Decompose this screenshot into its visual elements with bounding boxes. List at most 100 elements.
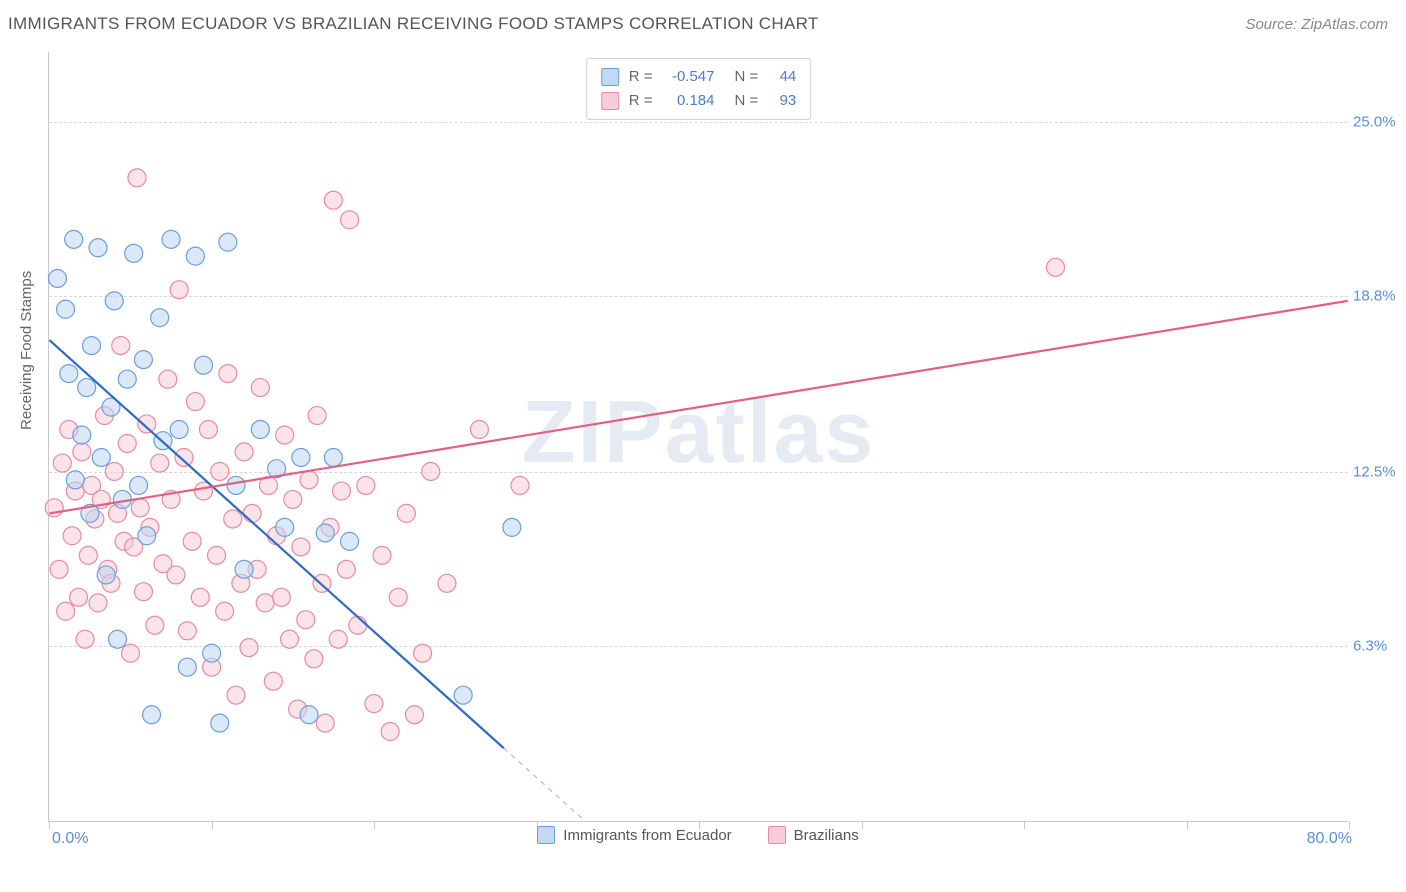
scatter-point-brazilians [183,532,201,550]
scatter-point-ecuador [454,686,472,704]
scatter-point-ecuador [134,351,152,369]
scatter-point-brazilians [50,560,68,578]
scatter-point-brazilians [297,611,315,629]
scatter-point-ecuador [57,300,75,318]
legend-row: R = 0.184 N = 93 [601,89,797,113]
scatter-point-brazilians [208,546,226,564]
y-tick-label: 6.3% [1353,637,1403,654]
scatter-point-brazilians [337,560,355,578]
scatter-point-brazilians [300,471,318,489]
legend-swatch [601,92,619,110]
scatter-point-brazilians [235,443,253,461]
y-tick-label: 25.0% [1353,114,1403,131]
scatter-point-brazilians [224,510,242,528]
legend-row: R =-0.547N =44 [601,65,797,89]
scatter-point-ecuador [151,309,169,327]
scatter-point-ecuador [138,527,156,545]
scatter-point-ecuador [78,379,96,397]
scatter-point-brazilians [45,499,63,517]
scatter-point-ecuador [89,239,107,257]
scatter-point-ecuador [300,706,318,724]
x-tick [1349,821,1350,829]
scatter-point-brazilians [381,723,399,741]
scatter-point-ecuador [276,518,294,536]
scatter-point-brazilians [211,462,229,480]
scatter-point-brazilians [134,583,152,601]
scatter-point-ecuador [73,426,91,444]
scatter-point-ecuador [170,421,188,439]
scatter-point-ecuador [292,448,310,466]
scatter-point-brazilians [264,672,282,690]
scatter-point-brazilians [167,566,185,584]
scatter-point-brazilians [397,504,415,522]
regression-line-brazilians [49,301,1347,514]
scatter-point-ecuador [60,365,78,383]
scatter-point-brazilians [1047,258,1065,276]
scatter-point-brazilians [79,546,97,564]
y-tick-label: 12.5% [1353,464,1403,481]
scatter-point-ecuador [125,244,143,262]
scatter-point-ecuador [143,706,161,724]
scatter-point-brazilians [373,546,391,564]
scatter-point-brazilians [316,714,334,732]
r-label: R = [629,65,653,89]
scatter-point-ecuador [211,714,229,732]
correlation-legend: R =-0.547N =44R = 0.184 N = 93 [586,58,812,120]
legend-label: Immigrants from Ecuador [563,827,731,844]
scatter-point-brazilians [146,616,164,634]
scatter-point-brazilians [186,393,204,411]
legend-swatch [537,826,555,844]
scatter-point-brazilians [118,435,136,453]
scatter-point-ecuador [186,247,204,265]
scatter-point-brazilians [357,476,375,494]
scatter-point-brazilians [175,448,193,466]
scatter-point-brazilians [191,588,209,606]
series-legend: Immigrants from Ecuador Brazilians [48,826,1348,844]
r-label: R = [629,89,653,113]
chart-source: Source: ZipAtlas.com [1245,16,1388,33]
scatter-point-brazilians [389,588,407,606]
scatter-point-ecuador [195,356,213,374]
legend-label: Brazilians [794,827,859,844]
scatter-point-brazilians [332,482,350,500]
scatter-point-brazilians [365,695,383,713]
scatter-point-ecuador [92,448,110,466]
scatter-point-ecuador [235,560,253,578]
chart-title: IMMIGRANTS FROM ECUADOR VS BRAZILIAN REC… [8,14,819,34]
scatter-point-ecuador [118,370,136,388]
scatter-point-ecuador [83,337,101,355]
y-tick-label: 18.8% [1353,287,1403,304]
scatter-point-brazilians [276,426,294,444]
scatter-point-brazilians [112,337,130,355]
scatter-point-brazilians [131,499,149,517]
scatter-point-brazilians [240,639,258,657]
scatter-point-ecuador [105,292,123,310]
n-value: 93 [768,89,796,113]
scatter-point-brazilians [422,462,440,480]
scatter-point-brazilians [349,616,367,634]
scatter-point-ecuador [341,532,359,550]
scatter-point-brazilians [138,415,156,433]
scatter-point-ecuador [324,448,342,466]
chart-plot-area: ZIPatlas R =-0.547N =44R =0.184N =93 6.3… [48,52,1348,822]
scatter-point-brazilians [73,443,91,461]
r-value: 0.184 [663,89,715,113]
scatter-point-brazilians [438,574,456,592]
legend-item: Immigrants from Ecuador [537,826,731,844]
scatter-point-ecuador [219,233,237,251]
n-label: N = [735,89,759,113]
scatter-point-ecuador [203,644,221,662]
scatter-point-brazilians [284,490,302,508]
scatter-point-brazilians [227,686,245,704]
scatter-point-ecuador [109,630,127,648]
scatter-point-brazilians [216,602,234,620]
regression-line-ecuador-extrapolated [504,748,585,821]
scatter-point-ecuador [503,518,521,536]
legend-swatch [768,826,786,844]
scatter-point-brazilians [251,379,269,397]
scatter-point-brazilians [292,538,310,556]
y-axis-label: Receiving Food Stamps [18,271,35,430]
scatter-point-brazilians [341,211,359,229]
scatter-point-ecuador [178,658,196,676]
scatter-point-brazilians [76,630,94,648]
